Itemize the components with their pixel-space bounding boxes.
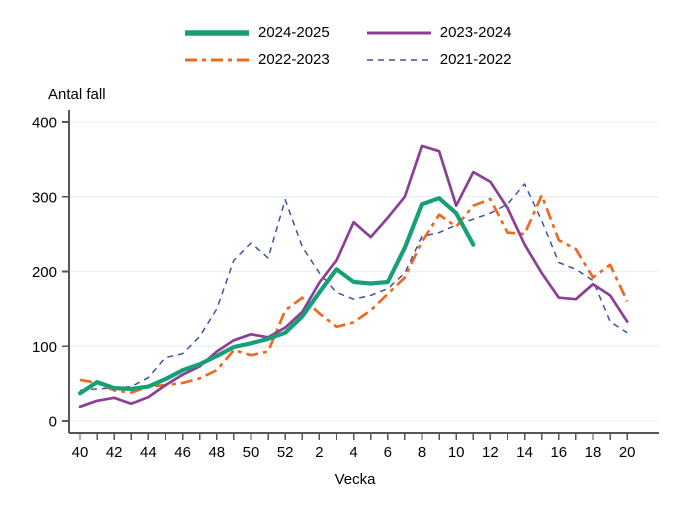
x-tick-label: 10 (448, 444, 465, 461)
legend-item-2023-2024: 2023-2024 (366, 24, 512, 42)
x-tick-label: 8 (418, 444, 426, 461)
y-tick-label: 0 (49, 414, 57, 431)
x-tick-label: 44 (140, 444, 157, 461)
x-tick-label: 2 (315, 444, 323, 461)
x-tick-label: 46 (174, 444, 191, 461)
x-tick-label: 18 (585, 444, 602, 461)
series-line-2022-2023 (79, 193, 629, 394)
legend-item-2021-2022: 2021-2022 (366, 51, 512, 69)
y-tick-label: 300 (32, 189, 57, 206)
series-line-2023-2024 (78, 144, 629, 409)
x-tick-label: 40 (72, 444, 89, 461)
x-tick-label: 42 (106, 444, 123, 461)
y-axis-title: Antal fall (48, 86, 106, 103)
legend-item-2022-2023: 2022-2023 (184, 51, 330, 69)
x-tick-label: 4 (349, 444, 357, 461)
y-tick-label: 100 (32, 339, 57, 356)
x-axis-title: Vecka (334, 471, 376, 488)
series-line-2024-2025 (77, 196, 476, 396)
x-tick-label: 6 (384, 444, 392, 461)
x-tick-label: 50 (243, 444, 260, 461)
x-tick-label: 16 (550, 444, 567, 461)
legend-swatch (185, 30, 249, 36)
x-tick-label: 20 (619, 444, 636, 461)
legend-label: 2022-2023 (258, 51, 330, 68)
legend-label: 2024-2025 (258, 24, 330, 41)
legend-item-2024-2025: 2024-2025 (184, 24, 330, 42)
x-tick-label: 12 (482, 444, 499, 461)
legend: 2024-2025 2023-2024 2022-2023 2021-2022 (184, 24, 511, 69)
legend-label: 2023-2024 (439, 24, 512, 41)
legend-swatch (366, 59, 431, 61)
legend-swatch (366, 31, 431, 35)
x-tick-label: 14 (516, 444, 533, 461)
series-line-2021-2022 (79, 183, 628, 392)
y-tick-label: 200 (32, 264, 57, 281)
y-tick-label: 400 (32, 115, 57, 132)
x-tick-label: 52 (277, 444, 294, 461)
legend-label: 2021-2022 (439, 51, 512, 68)
legend-swatch (185, 58, 249, 62)
x-tick-label: 48 (208, 444, 225, 461)
